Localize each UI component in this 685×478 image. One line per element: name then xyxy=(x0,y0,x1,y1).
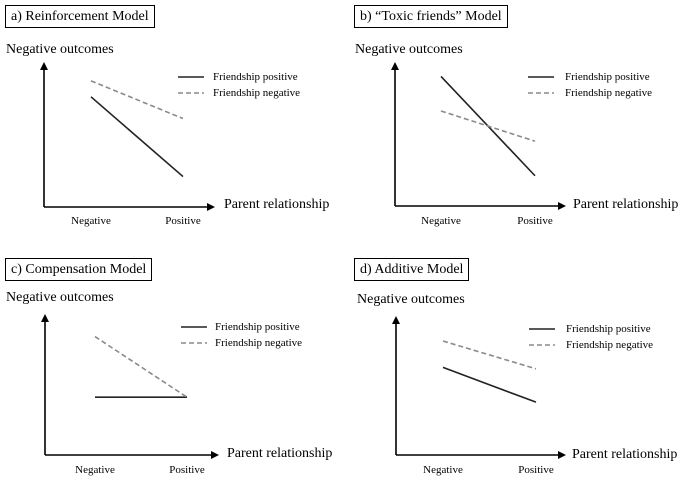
panel-a-line-friendship-positive xyxy=(90,96,184,178)
panel-a-title: a) Reinforcement Model xyxy=(5,5,155,28)
panel-c-legend-positive: Friendship positive xyxy=(215,321,300,333)
panel-d-tick-negative: Negative xyxy=(423,464,463,476)
panel-a-ylabel: Negative outcomes xyxy=(6,42,114,57)
panel-d-y-axis-arrow xyxy=(392,316,400,324)
panel-d-xlabel: Parent relationship xyxy=(572,447,678,462)
panel-a-legend-negative: Friendship negative xyxy=(213,87,301,99)
panel-d-line-friendship-positive xyxy=(442,366,537,403)
panel-c-x-axis-arrow xyxy=(211,451,219,459)
panel-b-tick-positive: Positive xyxy=(517,215,553,227)
panel-d-ylabel: Negative outcomes xyxy=(357,292,465,307)
panel-d-tick-positive: Positive xyxy=(518,464,554,476)
panel-c-ylabel: Negative outcomes xyxy=(6,290,114,305)
panel-d-legend-negative: Friendship negative xyxy=(566,339,654,351)
panel-b-tick-negative: Negative xyxy=(421,215,461,227)
panel-a-x-axis-arrow xyxy=(207,203,215,211)
panel-a-tick-negative: Negative xyxy=(71,215,111,227)
panel-b-legend-negative: Friendship negative xyxy=(565,87,653,99)
panel-a-y-axis-arrow xyxy=(40,62,48,70)
panel-c-legend-negative: Friendship negative xyxy=(215,337,303,349)
panel-b-y-axis-arrow xyxy=(391,62,399,70)
panel-c-tick-negative: Negative xyxy=(75,464,115,476)
panel-b-ylabel: Negative outcomes xyxy=(355,42,463,57)
panel-a-xlabel: Parent relationship xyxy=(224,197,330,212)
panel-c-xlabel: Parent relationship xyxy=(227,446,333,461)
panel-d-x-axis-arrow xyxy=(558,451,566,459)
panel-b-legend-positive: Friendship positive xyxy=(565,71,650,83)
panel-a-line-friendship-negative xyxy=(90,80,184,120)
panel-a-legend-positive: Friendship positive xyxy=(213,71,298,83)
panel-c-tick-positive: Positive xyxy=(169,464,205,476)
panel-b-title: b) “Toxic friends” Model xyxy=(354,5,508,28)
panel-c-y-axis-arrow xyxy=(41,314,49,322)
panel-c-title: c) Compensation Model xyxy=(5,258,153,281)
panel-d-line-friendship-negative xyxy=(442,340,537,370)
panel-d-legend-positive: Friendship positive xyxy=(566,323,651,335)
panel-b-line-friendship-negative xyxy=(440,110,536,142)
panel-c-line-friendship-negative xyxy=(94,335,188,398)
panel-a-tick-positive: Positive xyxy=(165,215,201,227)
panel-b-xlabel: Parent relationship xyxy=(573,197,679,212)
panel-b-x-axis-arrow xyxy=(558,202,566,210)
panel-d-title: d) Additive Model xyxy=(354,258,470,281)
